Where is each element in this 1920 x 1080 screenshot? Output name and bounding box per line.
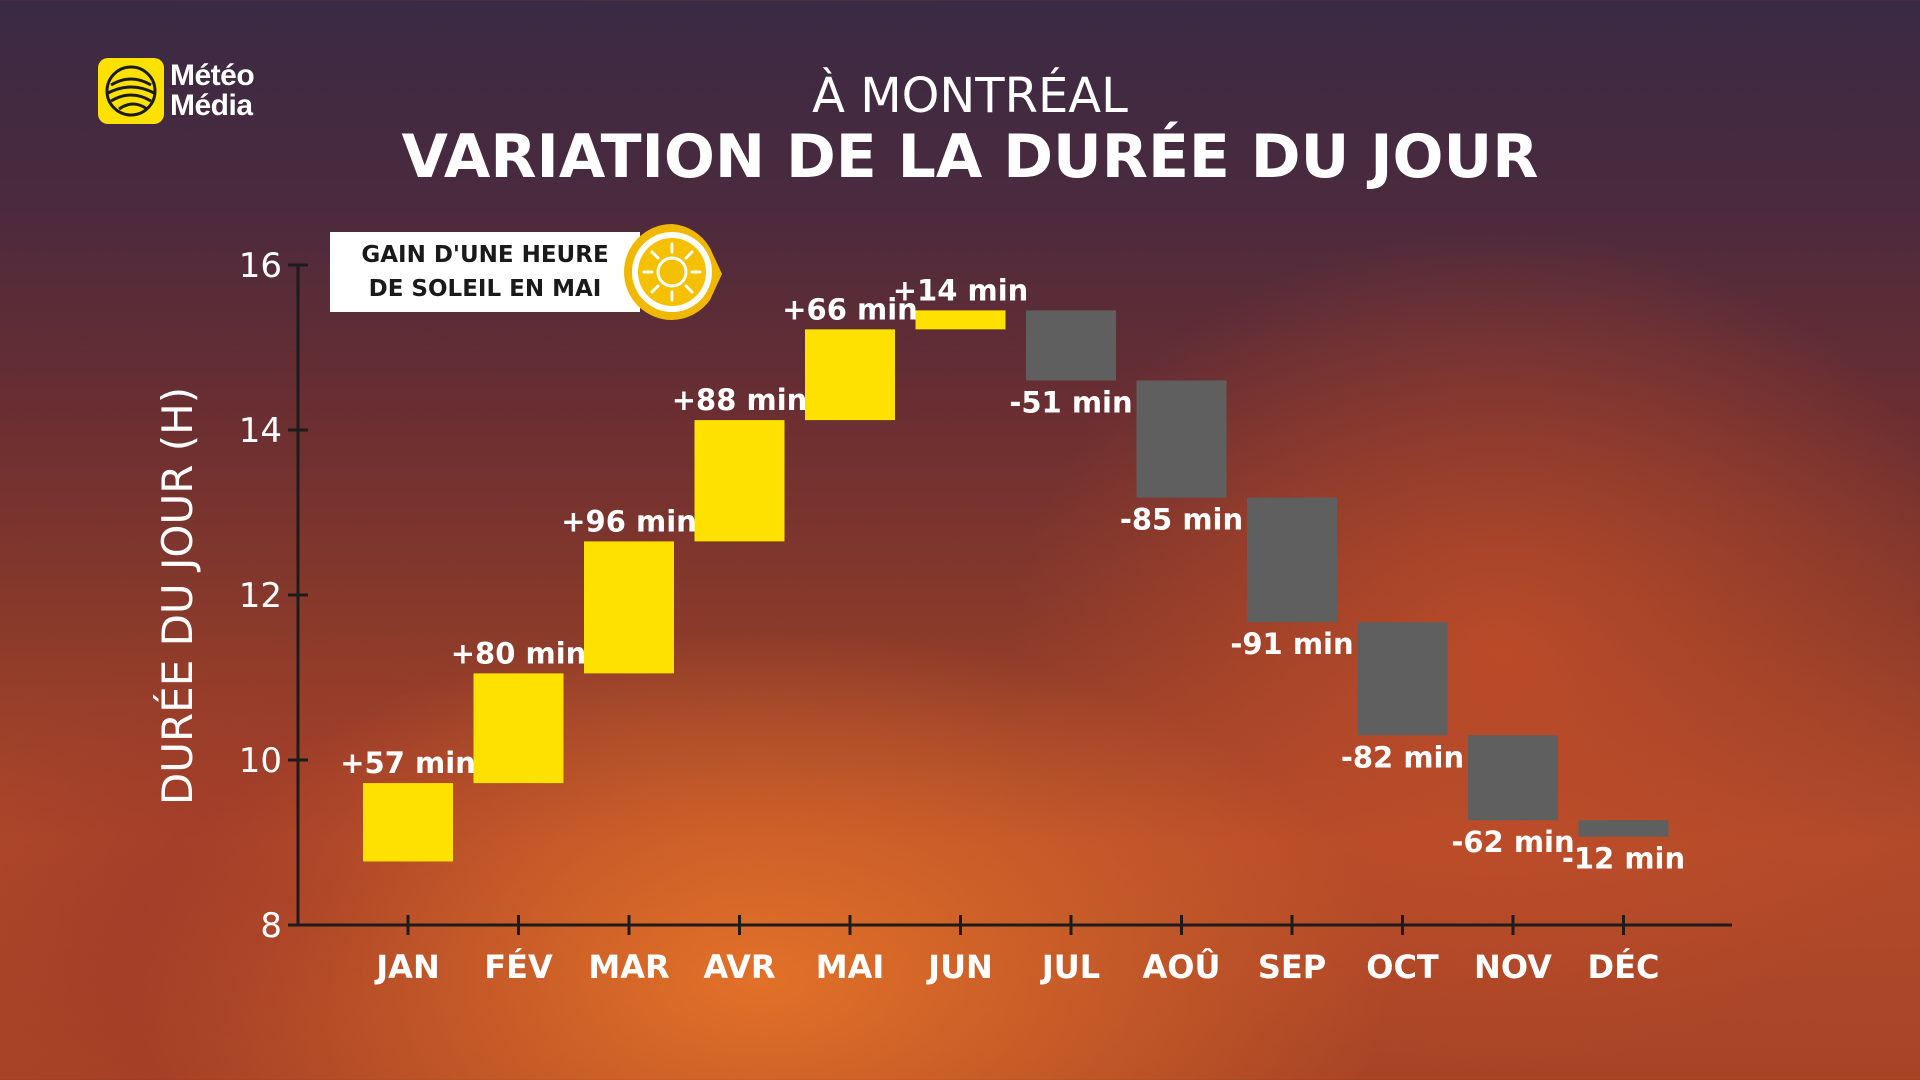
chart-subtitle: À MONTRÉAL: [812, 68, 1128, 124]
bar-label-1: +57 min: [340, 746, 476, 780]
bar-11: [1468, 735, 1558, 821]
x-tick-label-10: OCT: [1366, 948, 1439, 986]
bar-12: [1578, 820, 1669, 837]
x-tick-label-12: DÉC: [1588, 948, 1660, 986]
sun-icon: [624, 224, 722, 320]
callout-badge: GAIN D'UNE HEURE DE SOLEIL EN MAI: [330, 224, 722, 320]
x-tick-label-8: AOÛ: [1143, 947, 1221, 986]
callout-box: GAIN D'UNE HEURE DE SOLEIL EN MAI: [330, 232, 640, 312]
bar-label-11: -62 min: [1451, 825, 1574, 859]
y-tick-label-5: 16: [239, 246, 282, 286]
bar-label-8: -85 min: [1120, 503, 1243, 537]
globe-icon: [98, 58, 164, 124]
logo-text: Météo Média: [170, 59, 255, 122]
bar-label-2: +80 min: [451, 636, 587, 670]
x-tick-label-5: MAI: [816, 948, 885, 986]
bar-label-5: +66 min: [782, 292, 918, 326]
bar-10: [1357, 622, 1448, 736]
bar-5: [805, 329, 895, 421]
bar-1: [363, 783, 453, 862]
y-tick-label-4: 14: [239, 411, 282, 451]
bar-7: [1026, 310, 1116, 381]
logo-line-1: Météo: [170, 59, 255, 92]
bar-2: [473, 673, 564, 784]
y-axis-label: DURÉE DU JOUR (H): [152, 387, 202, 805]
y-tick-label-1: 8: [260, 906, 282, 946]
bar-9: [1247, 497, 1337, 623]
bar-label-4: +88 min: [672, 383, 808, 417]
bar-4: [694, 420, 785, 542]
ticks-group: JAN FÉV MAR AVR MAI JUN JUL AOÛ SEP OCT NOV DÉC 8 10 1…: [239, 246, 1660, 986]
bar-label-6: +14 min: [893, 273, 1029, 307]
bar-6: [915, 310, 1006, 330]
bar-label-7: -51 min: [1009, 386, 1132, 420]
bar-3: [584, 541, 674, 674]
bar-8: [1136, 380, 1227, 498]
x-tick-label-1: JAN: [374, 948, 439, 986]
x-tick-label-11: NOV: [1474, 948, 1552, 986]
meteomedia-logo: Météo Média: [98, 58, 255, 124]
value-labels-group: +57 min +80 min +96 min +88 min +66 min+14 m…: [340, 273, 1685, 875]
x-tick-label-3: MAR: [588, 948, 669, 986]
x-tick-label-4: AVR: [704, 948, 776, 986]
x-tick-label-7: JUL: [1040, 948, 1100, 986]
logo-line-2: Média: [170, 89, 253, 122]
y-tick-label-3: 12: [239, 576, 282, 616]
x-tick-label-9: SEP: [1258, 948, 1326, 986]
bar-label-12: -12 min: [1562, 842, 1685, 876]
x-tick-label-2: FÉV: [484, 948, 553, 986]
callout-line-1: GAIN D'UNE HEURE: [361, 242, 609, 268]
bar-label-10: -82 min: [1341, 740, 1464, 774]
bars-group: [363, 310, 1669, 862]
callout-line-2: DE SOLEIL EN MAI: [368, 276, 602, 302]
bar-label-3: +96 min: [561, 504, 697, 538]
y-tick-label-2: 10: [239, 741, 282, 781]
x-tick-label-6: JUN: [926, 948, 993, 986]
bar-label-9: -91 min: [1230, 627, 1353, 661]
chart-title: VARIATION DE LA DURÉE DU JOUR: [401, 122, 1539, 192]
